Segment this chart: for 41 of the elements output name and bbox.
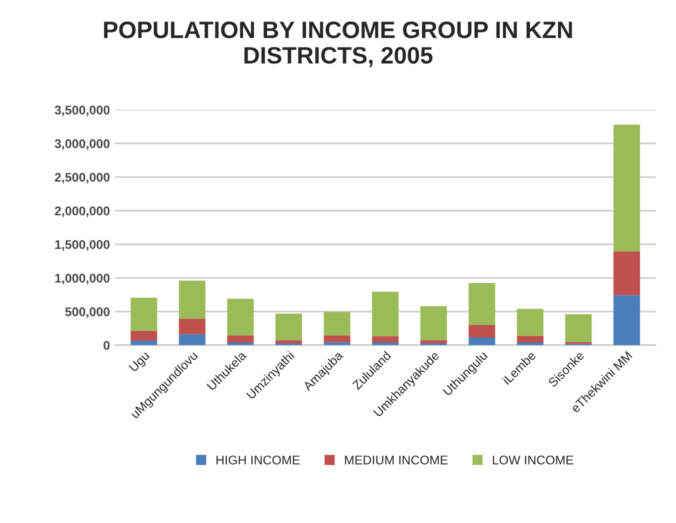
y-tick-label: 0 — [104, 340, 110, 350]
bar — [613, 124, 640, 252]
bar — [275, 314, 302, 340]
bar — [324, 312, 350, 336]
y-tick-label: 1,500,000 — [55, 240, 110, 251]
bar — [372, 292, 399, 336]
chart-title: POPULATION BY INCOME GROUP IN KZN DISTRICTS, 2005 — [104, 22, 572, 68]
bar — [420, 306, 447, 340]
bar — [227, 298, 254, 336]
bar — [565, 314, 592, 342]
bar — [468, 337, 496, 346]
y-tick-label: 3,000,000 — [54, 139, 110, 150]
y-tick-label: 1,000,000 — [55, 274, 110, 284]
bar — [130, 340, 158, 346]
bar — [130, 298, 158, 331]
bar — [275, 340, 302, 344]
bar — [227, 342, 254, 346]
bar — [516, 308, 544, 336]
bar — [468, 282, 496, 326]
legend-label: HIGH INCOME — [216, 456, 300, 464]
bar — [324, 335, 350, 342]
y-tick-label: 3,500,000 — [54, 106, 110, 116]
bar — [516, 336, 544, 342]
bar — [613, 295, 640, 346]
bar — [178, 334, 206, 346]
bar — [420, 340, 447, 344]
y-tick-label: 500,000 — [65, 307, 110, 318]
bar — [178, 318, 206, 334]
legend-label: MEDIUM INCOME — [345, 456, 448, 464]
bar — [227, 335, 254, 342]
bar — [613, 251, 640, 296]
y-tick-label: 2,500,000 — [54, 172, 110, 184]
bar — [516, 342, 544, 346]
y-tick-label: 2,000,000 — [54, 206, 110, 218]
bar — [468, 325, 496, 338]
bar — [324, 342, 350, 346]
bar — [372, 342, 399, 346]
bar — [178, 280, 206, 319]
legend-label: LOW INCOME — [492, 456, 574, 464]
bar — [130, 330, 158, 340]
bar — [372, 336, 399, 342]
